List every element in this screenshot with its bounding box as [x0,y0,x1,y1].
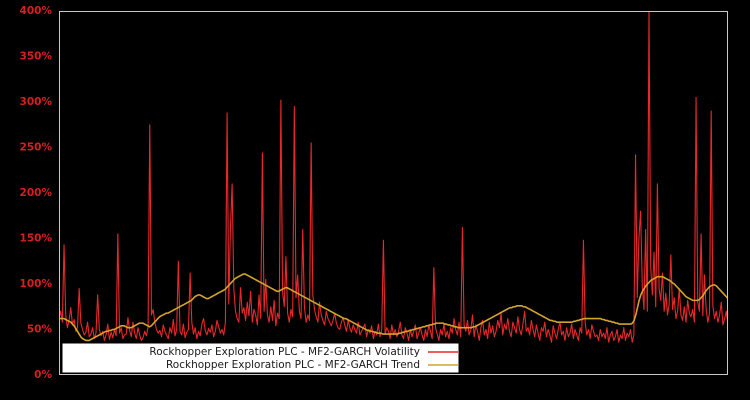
y-axis-tick-label: 50% [27,324,53,336]
legend-label-volatility: Rockhopper Exploration PLC - MF2-GARCH V… [149,346,420,358]
legend-label-trend: Rockhopper Exploration PLC - MF2-GARCH T… [166,359,420,371]
y-axis-tick-labels: 0% 50% 100% 150% 200% 250% 300% 350% 400% [20,5,53,381]
plot-frame [59,11,728,375]
chart-series-layer [59,11,728,343]
plot-background [59,11,728,375]
y-axis-tick-label: 300% [20,96,53,108]
legend-background [62,343,459,373]
y-axis-tick-label: 400% [20,5,53,17]
y-axis-tick-label: 200% [20,187,53,199]
y-axis-tick-label: 0% [34,369,52,381]
series-line-volatility [59,11,728,343]
chart-legend[interactable]: Rockhopper Exploration PLC - MF2-GARCH V… [62,343,459,373]
y-axis-tick-label: 350% [20,51,53,63]
y-axis-tick-label: 100% [20,278,53,290]
y-axis-tick-label: 250% [20,142,53,154]
y-axis-tick-label: 150% [20,233,53,245]
series-line-trend [59,273,728,342]
